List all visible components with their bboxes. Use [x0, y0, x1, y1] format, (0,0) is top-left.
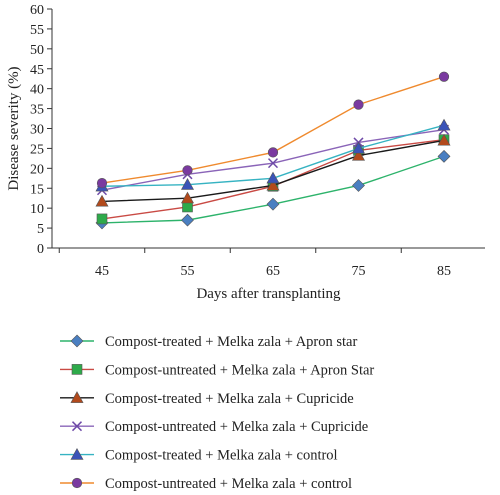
data-point [182, 165, 193, 176]
data-point [353, 99, 364, 110]
legend-entry: Compost-treated + Melka zala + control [60, 448, 338, 464]
legend-label: Compost-treated + Melka zala + control [105, 448, 338, 464]
legend-marker [71, 421, 83, 432]
data-point [352, 179, 365, 192]
data-point [267, 158, 279, 169]
x-tick-label: 45 [95, 264, 109, 279]
data-point [180, 191, 195, 204]
legend: Compost-treated + Melka zala + Apron sta… [60, 334, 374, 492]
x-tick-label: 65 [266, 264, 280, 279]
legend-entry: Compost-treated + Melka zala + Apron sta… [60, 334, 357, 350]
x-tick-label: 75 [352, 264, 366, 279]
data-point [266, 178, 280, 191]
data-point [181, 213, 194, 227]
legend-entry: Compost-untreated + Melka zala + Apron S… [60, 362, 374, 378]
data-point [266, 171, 280, 184]
series-layer [95, 71, 451, 230]
legend-label: Compost-treated + Melka zala + Apron sta… [105, 334, 357, 350]
data-point [437, 118, 451, 131]
series [95, 133, 451, 207]
legend-entry: Compost-treated + Melka zala + Cupricide [60, 391, 354, 407]
series [96, 71, 450, 189]
y-tick-label: 30 [30, 123, 44, 138]
data-point [180, 178, 195, 190]
x-tick-label: 55 [181, 264, 195, 279]
y-tick-label: 35 [30, 103, 44, 118]
data-point [95, 194, 109, 207]
y-tick-label: 50 [30, 43, 44, 58]
data-point [96, 177, 108, 189]
legend-marker [71, 477, 83, 489]
legend-marker [70, 447, 84, 460]
y-tick-label: 55 [30, 23, 44, 38]
legend-entry: Compost-untreated + Melka zala + control [60, 476, 352, 492]
x-axis-title: Days after transplanting [196, 286, 341, 302]
series [95, 118, 451, 192]
y-tick-label: 25 [30, 142, 44, 157]
data-point [182, 201, 193, 213]
legend-label: Compost-untreated + Melka zala + control [105, 476, 352, 492]
legend-marker [70, 334, 84, 348]
data-point [266, 197, 280, 211]
y-tick-label: 5 [37, 222, 44, 237]
axes: 0 5 10 15 20 25 30 35 40 45 50 55 60 45 55 65 75 85 [30, 3, 485, 279]
data-point [437, 133, 451, 146]
data-point [351, 141, 366, 154]
y-axis-title: Disease severity (%) [6, 66, 22, 190]
x-tick-label: 85 [437, 264, 451, 279]
data-point [267, 147, 279, 158]
legend-label: Compost-untreated + Melka zala + Apron S… [105, 362, 374, 378]
legend-marker [70, 391, 84, 403]
y-tick-label: 45 [30, 63, 44, 78]
y-tick-label: 15 [30, 182, 44, 197]
series-line [101, 76, 445, 184]
data-point [351, 148, 366, 161]
legend-entry: Compost-untreated + Melka zala + Cuprici… [60, 419, 368, 435]
data-point [438, 71, 450, 82]
y-tick-label: 60 [30, 3, 44, 18]
y-tick-label: 0 [37, 242, 44, 257]
legend-marker [71, 364, 83, 375]
data-point [96, 213, 108, 225]
y-tick-label: 20 [30, 162, 44, 177]
data-point [437, 149, 451, 163]
y-tick-label: 10 [30, 202, 44, 217]
legend-label: Compost-treated + Melka zala + Cupricide [105, 391, 354, 407]
legend-label: Compost-untreated + Melka zala + Cuprici… [105, 419, 368, 435]
y-tick-label: 40 [30, 83, 44, 98]
